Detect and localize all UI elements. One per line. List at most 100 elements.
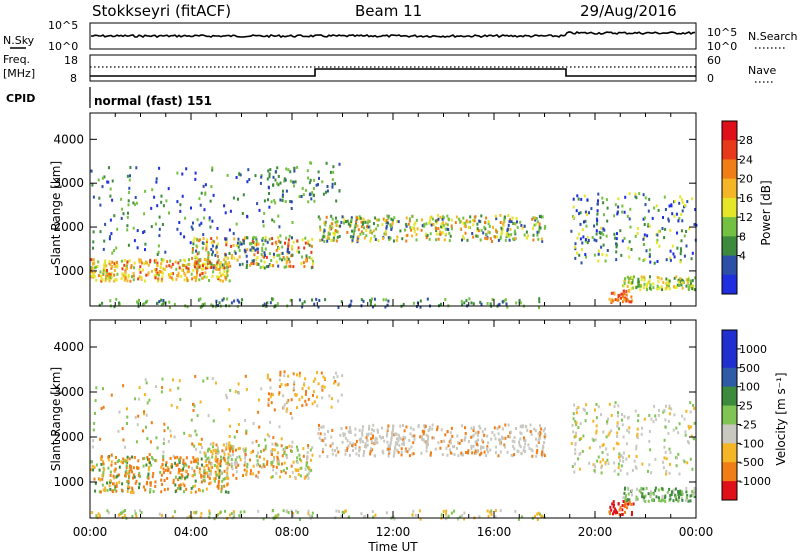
velocity-echo xyxy=(127,481,130,485)
power-echo xyxy=(675,212,678,216)
power-echo xyxy=(470,301,473,305)
power-echo xyxy=(536,230,539,234)
velocity-echo xyxy=(118,513,121,516)
power-echo xyxy=(277,236,280,240)
velocity-echo xyxy=(311,515,314,519)
power-echo xyxy=(239,173,242,177)
velocity-echo xyxy=(110,460,113,464)
velocity-echo xyxy=(162,471,165,474)
velocity-echo xyxy=(474,451,477,455)
velocity-echo xyxy=(522,448,525,452)
power-echo xyxy=(167,187,170,191)
velocity-echo xyxy=(252,472,255,476)
velocity-echo xyxy=(298,398,301,402)
power-echo xyxy=(428,237,431,241)
power-echo xyxy=(230,256,233,260)
velocity-echo xyxy=(98,478,101,482)
power-echo xyxy=(263,260,266,264)
power-echo xyxy=(365,234,368,238)
velocity-echo xyxy=(290,464,293,468)
power-echo xyxy=(501,227,504,231)
power-echo xyxy=(319,238,322,242)
power-echo xyxy=(413,223,416,227)
power-echo xyxy=(630,248,633,251)
velocity-echo xyxy=(229,454,232,458)
velocity-echo xyxy=(652,498,655,502)
velocity-echo xyxy=(307,397,310,401)
velocity-echo xyxy=(537,511,540,515)
velocity-echo xyxy=(125,465,128,469)
velocity-echo xyxy=(285,509,288,513)
power-echo xyxy=(395,238,398,242)
power-echo xyxy=(324,223,327,227)
power-echo xyxy=(648,253,651,257)
power-echo xyxy=(532,216,535,220)
power-echo xyxy=(644,216,646,220)
velocity-echo xyxy=(91,464,94,468)
velocity-echo xyxy=(381,426,383,430)
power-echo xyxy=(338,189,341,193)
power-echo xyxy=(202,233,205,237)
velocity-echo xyxy=(295,393,297,397)
velocity-echo xyxy=(161,377,164,381)
power-echo xyxy=(233,256,236,260)
velocity-echo xyxy=(243,463,246,467)
power-echo xyxy=(219,265,222,269)
velocity-echo xyxy=(284,446,287,450)
power-echo xyxy=(93,275,96,278)
power-echo xyxy=(168,273,170,277)
power-echo xyxy=(160,262,163,266)
power-echo xyxy=(642,237,645,241)
velocity-echo xyxy=(187,465,190,469)
power-echo xyxy=(637,277,640,281)
power-echo xyxy=(537,237,540,241)
power-echo xyxy=(412,301,415,305)
velocity-echo xyxy=(386,427,389,431)
velocity-echo xyxy=(456,447,458,450)
power-echo xyxy=(322,234,325,238)
power-echo xyxy=(679,195,682,199)
power-echo xyxy=(254,248,257,252)
velocity-echo xyxy=(599,445,602,449)
velocity-echo xyxy=(229,424,231,428)
velocity-echo xyxy=(160,490,163,494)
velocity-echo xyxy=(678,491,681,495)
velocity-echo xyxy=(322,425,325,429)
power-echo xyxy=(648,224,651,228)
power-echo xyxy=(613,291,616,295)
power-echo xyxy=(487,230,490,234)
power-echo xyxy=(623,236,626,240)
power-echo xyxy=(293,166,296,170)
velocity-echo xyxy=(393,450,396,454)
power-echo xyxy=(270,200,273,204)
power-echo xyxy=(643,258,646,261)
velocity-echo xyxy=(523,438,525,442)
power-echo xyxy=(160,200,163,204)
velocity-echo xyxy=(361,431,364,435)
velocity-echo xyxy=(312,394,314,397)
power-echo xyxy=(99,270,102,274)
velocity-echo xyxy=(139,509,142,513)
velocity-echo xyxy=(101,473,104,477)
velocity-echo xyxy=(147,476,150,480)
velocity-echo xyxy=(602,458,605,462)
power-echo xyxy=(287,241,290,245)
power-echo xyxy=(254,236,257,240)
velocity-colorbar-tick-label: 500 xyxy=(739,362,760,375)
velocity-echo xyxy=(146,401,149,405)
power-echo xyxy=(165,264,168,268)
velocity-echo xyxy=(272,468,275,472)
power-echo xyxy=(450,227,453,231)
power-echo xyxy=(426,297,429,301)
power-echo xyxy=(162,302,165,306)
power-echo xyxy=(620,292,623,296)
power-echo xyxy=(331,226,334,230)
velocity-echo xyxy=(444,433,447,437)
power-echo xyxy=(633,275,635,279)
velocity-echo xyxy=(231,467,234,471)
velocity-echo xyxy=(511,439,514,443)
velocity-echo xyxy=(689,401,692,405)
velocity-echo xyxy=(595,416,598,420)
velocity-echo xyxy=(677,452,680,456)
velocity-echo xyxy=(427,443,429,446)
